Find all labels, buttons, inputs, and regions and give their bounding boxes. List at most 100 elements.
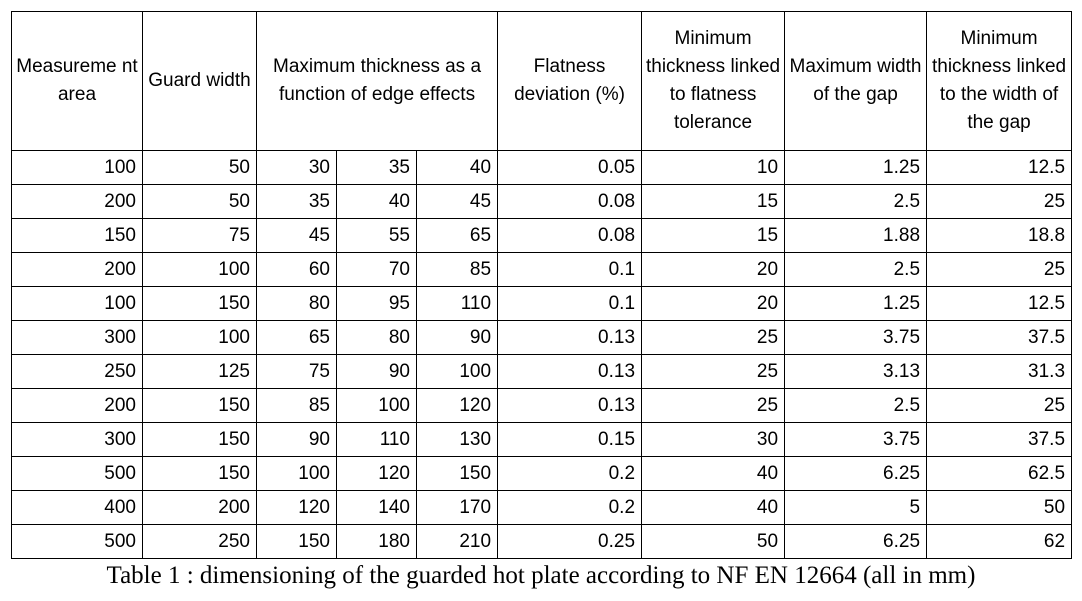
table-cell: 10: [641, 150, 786, 185]
table-cell: 300: [11, 320, 143, 355]
table-cell: 120: [336, 456, 417, 491]
table-cell: 60: [256, 252, 337, 287]
table-cell: 75: [142, 218, 257, 253]
table-cell: 5: [784, 490, 928, 525]
table-cell: 250: [142, 524, 257, 559]
table-cell: 120: [256, 490, 337, 525]
table-cell: 90: [336, 354, 417, 389]
table-body: 100 50 30 35 40 0.05 10 1.25 12.5 200 50 35 40 45 0.08…: [11, 150, 1073, 559]
table-cell: 37.5: [926, 422, 1073, 457]
table-cell: 45: [415, 184, 499, 219]
table-cell: 150: [142, 286, 257, 321]
table-cell: 1.25: [784, 286, 928, 321]
table-cell: 30: [641, 422, 786, 457]
table-row: 100 150 80 95 110 0.1 20 1.25 12.5: [11, 286, 1073, 321]
table-cell: 2.5: [784, 184, 928, 219]
table-cell: 300: [11, 422, 143, 457]
table-cell: 120: [415, 388, 499, 423]
header-flatness-deviation: Flatness deviation (%): [497, 11, 643, 151]
table-cell: 65: [256, 320, 337, 355]
table-cell: 18.8: [926, 218, 1073, 253]
table-cell: 400: [11, 490, 143, 525]
table-cell: 40: [415, 150, 499, 185]
table-cell: 80: [256, 286, 337, 321]
table-cell: 150: [256, 524, 337, 559]
table-cell: 80: [336, 320, 417, 355]
table-cell: 100: [256, 456, 337, 491]
table-cell: 50: [142, 184, 257, 219]
table-cell: 2.5: [784, 388, 928, 423]
table-cell: 25: [926, 184, 1073, 219]
header-min-thickness-flatness: Minimum thickness linked to flatness tol…: [641, 11, 786, 151]
table-cell: 95: [336, 286, 417, 321]
dimension-table: Measureme nt area Guard width Maximum th…: [11, 11, 1073, 559]
table-cell: 15: [641, 218, 786, 253]
table-cell: 150: [11, 218, 143, 253]
table-cell: 200: [11, 388, 143, 423]
header-max-thickness-edge-effects: Maximum thickness as a function of edge …: [255, 11, 499, 151]
table-cell: 1.25: [784, 150, 928, 185]
table-cell: 500: [11, 524, 143, 559]
table-cell: 125: [142, 354, 257, 389]
table-cell: 35: [336, 150, 417, 185]
table-cell: 70: [336, 252, 417, 287]
table-cell: 0.1: [497, 286, 643, 321]
table-cell: 85: [415, 252, 499, 287]
table-cell: 0.08: [497, 184, 643, 219]
table-cell: 110: [415, 286, 499, 321]
table-cell: 6.25: [784, 524, 928, 559]
table-cell: 0.15: [497, 422, 643, 457]
table-cell: 0.13: [497, 388, 643, 423]
table-cell: 1.88: [784, 218, 928, 253]
table-cell: 2.5: [784, 252, 928, 287]
table-cell: 3.75: [784, 422, 928, 457]
table-cell: 3.13: [784, 354, 928, 389]
table-row: 200 50 35 40 45 0.08 15 2.5 25: [11, 184, 1073, 219]
table-cell: 200: [142, 490, 257, 525]
table-cell: 25: [641, 320, 786, 355]
table-cell: 210: [415, 524, 499, 559]
table-caption: Table 1 : dimensioning of the guarded ho…: [106, 562, 976, 589]
table-cell: 3.75: [784, 320, 928, 355]
header-guard-width: Guard width: [142, 11, 257, 151]
table-cell: 25: [641, 388, 786, 423]
table-cell: 180: [336, 524, 417, 559]
table-cell: 200: [11, 252, 143, 287]
table-cell: 25: [641, 354, 786, 389]
table-cell: 0.13: [497, 320, 643, 355]
table-cell: 37.5: [926, 320, 1073, 355]
table-cell: 100: [11, 150, 143, 185]
table-cell: 130: [415, 422, 499, 457]
table-cell: 20: [641, 252, 786, 287]
table-cell: 0.05: [497, 150, 643, 185]
table-cell: 100: [415, 354, 499, 389]
table-cell: 150: [415, 456, 499, 491]
table-cell: 15: [641, 184, 786, 219]
table-cell: 31.3: [926, 354, 1073, 389]
table-cell: 150: [142, 388, 257, 423]
table-cell: 200: [11, 184, 143, 219]
table-cell: 0.08: [497, 218, 643, 253]
table-cell: 40: [641, 490, 786, 525]
table-row: 500 250 150 180 210 0.25 50 6.25 62: [11, 524, 1073, 559]
table-cell: 25: [926, 388, 1073, 423]
table-cell: 150: [142, 422, 257, 457]
table-cell: 75: [256, 354, 337, 389]
table-cell: 100: [142, 252, 257, 287]
header-row: Measureme nt area Guard width Maximum th…: [11, 11, 1073, 151]
table-cell: 140: [336, 490, 417, 525]
table-cell: 250: [11, 354, 143, 389]
table-cell: 500: [11, 456, 143, 491]
table-cell: 100: [11, 286, 143, 321]
table-cell: 35: [256, 184, 337, 219]
table-cell: 170: [415, 490, 499, 525]
table-cell: 40: [641, 456, 786, 491]
table-cell: 25: [926, 252, 1073, 287]
table-cell: 0.2: [497, 456, 643, 491]
table-row: 150 75 45 55 65 0.08 15 1.88 18.8: [11, 218, 1073, 253]
table-row: 500 150 100 120 150 0.2 40 6.25 62.5: [11, 456, 1073, 491]
table-row: 250 125 75 90 100 0.13 25 3.13 31.3: [11, 354, 1073, 389]
table-row: 100 50 30 35 40 0.05 10 1.25 12.5: [11, 150, 1073, 185]
table-cell: 30: [256, 150, 337, 185]
table-cell: 90: [415, 320, 499, 355]
